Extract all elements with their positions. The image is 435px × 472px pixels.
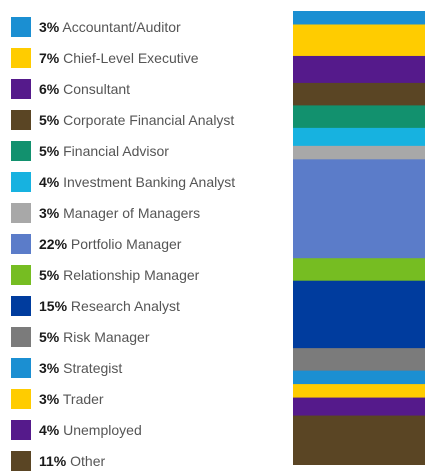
legend-item: 4% Unemployed [11, 419, 142, 441]
bar-segment-risk-manager [293, 348, 425, 372]
legend-swatch [11, 327, 31, 347]
legend-swatch [11, 265, 31, 285]
legend-swatch [11, 420, 31, 440]
legend-label: 3% Strategist [39, 358, 122, 378]
bar-segment-portfolio-manager [293, 159, 425, 259]
bar-segment-consultant [293, 55, 425, 84]
legend-item: 3% Strategist [11, 357, 122, 379]
legend-category: Trader [62, 391, 104, 407]
legend-item: 5% Risk Manager [11, 326, 150, 348]
legend-label: 4% Investment Banking Analyst [39, 172, 235, 192]
bar-segment-investment-banking-analyst [293, 127, 425, 147]
legend-category: Accountant/Auditor [62, 19, 181, 35]
stacked-bar [293, 11, 425, 465]
legend-item: 4% Investment Banking Analyst [11, 171, 235, 193]
legend-category: Chief-Level Executive [63, 50, 199, 66]
legend-category: Relationship Manager [63, 267, 200, 283]
legend-percent: 15% [39, 298, 68, 314]
bar-segment-trader [293, 384, 425, 399]
legend-item: 6% Consultant [11, 78, 130, 100]
legend-category: Corporate Financial Analyst [63, 112, 235, 128]
legend-percent: 3% [39, 360, 60, 376]
legend-label: 11% Other [39, 451, 105, 471]
legend-item: 22% Portfolio Manager [11, 233, 181, 255]
legend-swatch [11, 389, 31, 409]
legend-label: 5% Relationship Manager [39, 265, 199, 285]
legend-label: 15% Research Analyst [39, 296, 180, 316]
legend-item: 5% Relationship Manager [11, 264, 199, 286]
legend-category: Consultant [63, 81, 131, 97]
legend-item: 5% Financial Advisor [11, 140, 169, 162]
bar-segment-research-analyst [293, 280, 425, 349]
legend-category: Portfolio Manager [70, 236, 182, 252]
legend-label: 22% Portfolio Manager [39, 234, 181, 254]
legend-label: 7% Chief-Level Executive [39, 48, 199, 68]
legend-percent: 3% [39, 19, 60, 35]
legend-label: 3% Trader [39, 389, 104, 409]
legend-swatch [11, 48, 31, 68]
legend-percent: 4% [39, 422, 60, 438]
bar-segment-other [293, 415, 425, 465]
legend-percent: 5% [39, 112, 60, 128]
legend-percent: 5% [39, 143, 60, 159]
legend-swatch [11, 110, 31, 130]
legend-percent: 7% [39, 50, 60, 66]
legend-category: Risk Manager [63, 329, 150, 345]
bar-segment-corporate-financial-analyst [293, 82, 425, 106]
legend-category: Financial Advisor [63, 143, 169, 159]
chart-legend: 3% Accountant/Auditor 7% Chief-Level Exec… [11, 16, 235, 472]
legend-swatch [11, 358, 31, 378]
legend-percent: 5% [39, 267, 60, 283]
legend-percent: 11% [39, 453, 67, 469]
legend-percent: 5% [39, 329, 60, 345]
bar-segment-chief-level-executive [293, 24, 425, 57]
legend-category: Other [70, 453, 106, 469]
legend-swatch [11, 79, 31, 99]
legend-label: 3% Manager of Managers [39, 203, 200, 223]
legend-item: 15% Research Analyst [11, 295, 180, 317]
legend-category: Research Analyst [70, 298, 180, 314]
legend-label: 5% Risk Manager [39, 327, 150, 347]
legend-category: Investment Banking Analyst [63, 174, 236, 190]
legend-item: 5% Corporate Financial Analyst [11, 109, 234, 131]
legend-label: 6% Consultant [39, 79, 130, 99]
legend-percent: 3% [39, 205, 60, 221]
legend-swatch [11, 203, 31, 223]
legend-item: 3% Manager of Managers [11, 202, 200, 224]
legend-swatch [11, 172, 31, 192]
bar-segment-accountant-auditor [293, 11, 425, 25]
legend-category: Strategist [63, 360, 123, 376]
legend-swatch [11, 296, 31, 316]
legend-swatch [11, 17, 31, 37]
legend-item: 11% Other [11, 450, 105, 472]
legend-swatch [11, 451, 31, 471]
legend-category: Unemployed [63, 422, 142, 438]
legend-label: 5% Financial Advisor [39, 141, 169, 161]
legend-label: 3% Accountant/Auditor [39, 17, 181, 37]
legend-label: 4% Unemployed [39, 420, 142, 440]
legend-category: Manager of Managers [63, 205, 201, 221]
legend-item: 7% Chief-Level Executive [11, 47, 199, 69]
legend-label: 5% Corporate Financial Analyst [39, 110, 234, 130]
bar-segment-strategist [293, 370, 425, 385]
legend-percent: 3% [39, 391, 60, 407]
legend-swatch [11, 141, 31, 161]
bar-segment-relationship-manager [293, 258, 425, 282]
legend-percent: 4% [39, 174, 60, 190]
legend-item: 3% Accountant/Auditor [11, 16, 181, 38]
legend-item: 3% Trader [11, 388, 104, 410]
bar-segment-manager-of-managers [293, 145, 425, 160]
legend-swatch [11, 234, 31, 254]
legend-percent: 6% [39, 81, 60, 97]
bar-segment-financial-advisor [293, 105, 425, 129]
bar-segment-unemployed [293, 397, 425, 417]
legend-percent: 22% [39, 236, 68, 252]
